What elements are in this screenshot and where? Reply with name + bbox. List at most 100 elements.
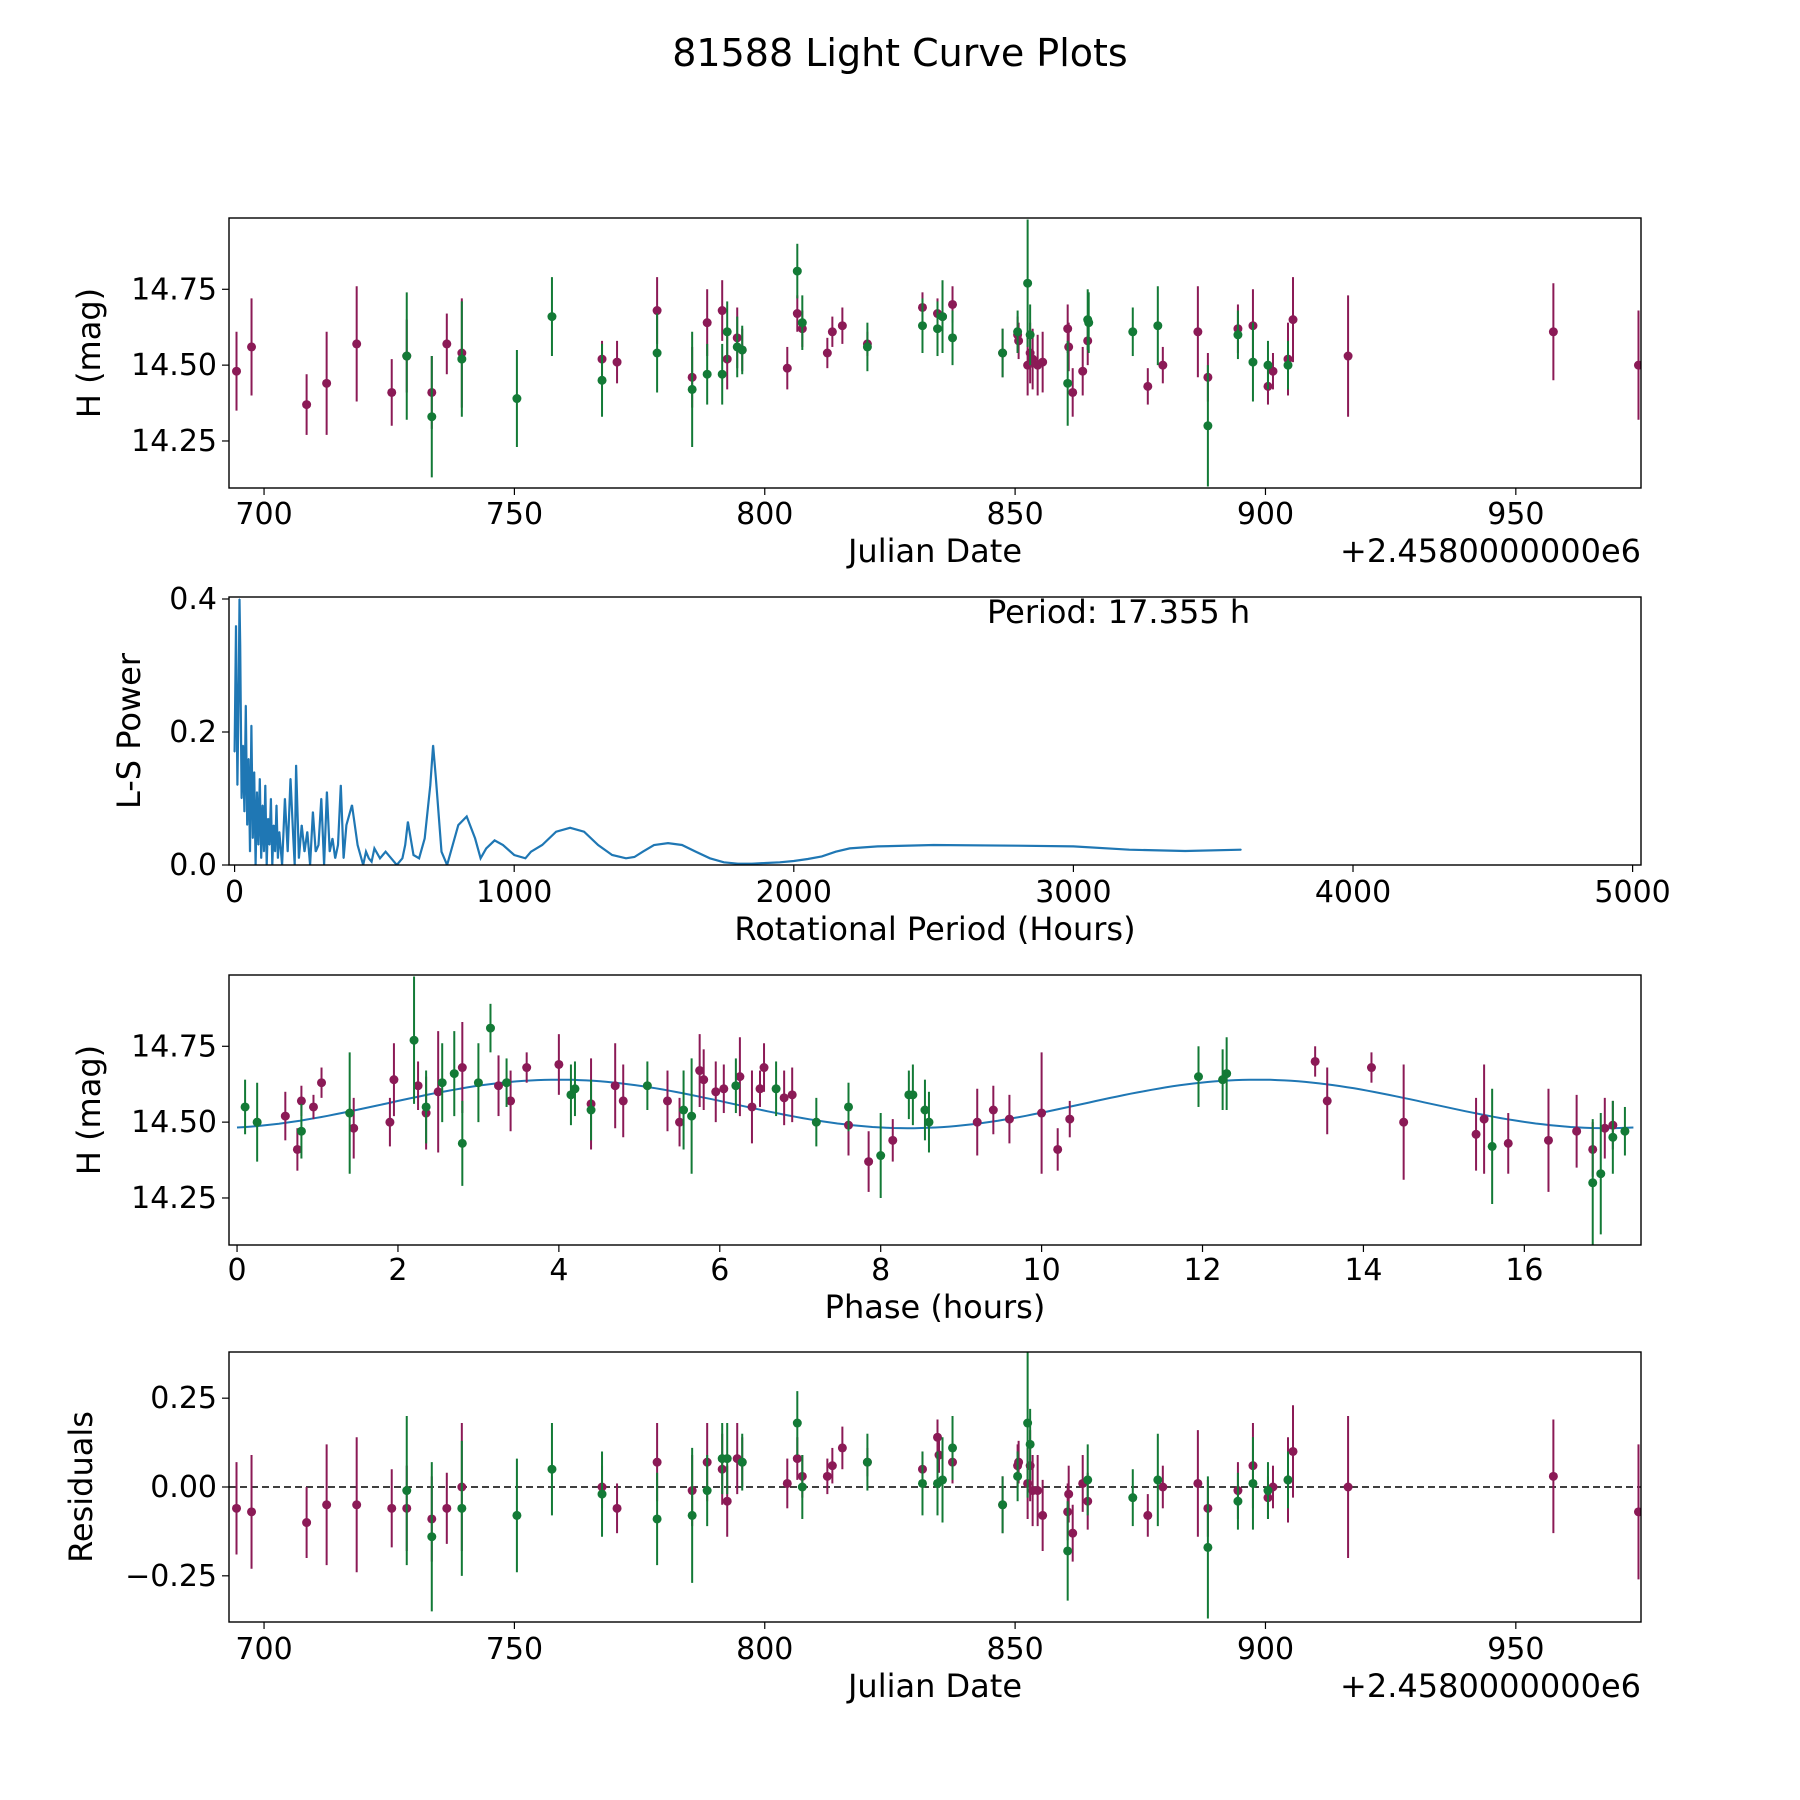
periodogram-point	[1240, 849, 1242, 851]
periodogram-point	[373, 847, 375, 849]
x-axis-label: Rotational Period (Hours)	[734, 910, 1135, 948]
light-curve-panel: 700 750 800 850 900 950 14.25 14.50 14.75 Julian …	[70, 217, 1642, 570]
periodogram-point	[555, 831, 557, 833]
data-point	[1063, 378, 1073, 388]
data-point	[232, 1503, 242, 1513]
data-point	[1053, 1144, 1063, 1154]
data-point	[252, 1117, 262, 1127]
periodogram-point	[1576, 0, 1577, 1]
data-point	[1572, 1126, 1582, 1136]
y-tick-label: 0.2	[169, 715, 217, 750]
periodogram-point	[569, 827, 571, 829]
periodogram-point	[368, 857, 370, 859]
data-point	[413, 1081, 423, 1091]
periodogram-point	[849, 847, 851, 849]
data-point	[1193, 1072, 1203, 1082]
data-point	[779, 1093, 789, 1103]
periodogram-point	[277, 857, 279, 859]
data-point	[1038, 357, 1048, 367]
data-point	[652, 1514, 662, 1524]
periodogram-point	[259, 777, 261, 780]
data-point	[433, 1087, 443, 1097]
folded-light-curve-panel: 0 2 4 6 8 10 12 14 16 14.25 14.50 14.75 Phase (hours…	[70, 974, 1642, 1326]
y-tick-label: 14.50	[131, 348, 217, 383]
data-point	[442, 339, 452, 349]
y-tick-label: 14.25	[131, 424, 217, 459]
data-point	[662, 1096, 672, 1106]
data-point	[731, 1081, 741, 1091]
data-point	[421, 1102, 431, 1112]
data-point	[387, 387, 397, 397]
x-tick-label: 850	[986, 497, 1043, 532]
data-point	[1153, 1475, 1163, 1485]
periodogram-point	[249, 851, 251, 853]
data-point	[618, 1096, 628, 1106]
data-point	[1343, 1482, 1353, 1492]
data-point	[449, 1069, 459, 1079]
model-curve	[236, 1078, 1634, 1130]
figure-title: 81588 Light Curve Plots	[672, 31, 1127, 75]
data-point	[792, 1418, 802, 1428]
x-tick-label: 800	[736, 497, 793, 532]
data-point	[1283, 1475, 1293, 1485]
data-point	[797, 318, 807, 328]
periodogram-point	[541, 844, 543, 846]
data-point	[240, 1102, 250, 1112]
x-tick-label: 850	[986, 1632, 1043, 1667]
data-point	[387, 1503, 397, 1513]
data-point	[1068, 1528, 1078, 1538]
x-tick-label: 10	[1023, 1253, 1061, 1288]
data-point	[1063, 1546, 1073, 1556]
data-point	[1013, 327, 1023, 337]
periodogram-point	[331, 837, 334, 839]
data-point	[924, 1117, 934, 1127]
periodogram-point	[597, 844, 599, 846]
periodogram-point	[239, 644, 241, 647]
data-point	[876, 1151, 886, 1161]
periodogram-point	[252, 837, 254, 839]
data-point	[349, 1123, 359, 1133]
plot-area	[232, 219, 1641, 487]
data-point	[1203, 1542, 1213, 1552]
periodogram-point	[432, 744, 434, 746]
data-point	[302, 400, 312, 410]
data-point	[385, 1117, 395, 1127]
periodogram-point	[261, 804, 264, 806]
data-point	[547, 1464, 557, 1474]
periodogram-point	[267, 817, 269, 820]
x-tick-label: 800	[736, 1632, 793, 1667]
data-point	[1025, 1439, 1035, 1449]
data-point	[610, 1081, 620, 1091]
data-point	[1366, 1063, 1376, 1073]
periodogram-point	[268, 844, 271, 846]
periodogram-point	[452, 844, 454, 846]
periodogram-point	[245, 704, 247, 706]
periodogram-point	[289, 777, 292, 780]
plot-area	[229, 1352, 1641, 1619]
data-point	[679, 1105, 689, 1115]
data-point	[652, 1457, 662, 1467]
data-point	[232, 366, 242, 376]
periodogram-point	[238, 678, 240, 680]
x-tick-label: 0	[225, 875, 244, 910]
axes-frame	[228, 217, 1642, 489]
periodogram-point	[1016, 845, 1019, 847]
data-point	[1263, 1486, 1273, 1496]
data-point	[586, 1105, 596, 1115]
periodogram-point	[821, 855, 823, 857]
y-tick-label: 0.00	[150, 1470, 217, 1505]
data-point	[1399, 1117, 1409, 1127]
periodogram-point	[709, 857, 711, 859]
data-point	[512, 1510, 522, 1520]
periodogram-point	[407, 821, 409, 823]
data-point	[1222, 1069, 1232, 1079]
data-point	[409, 1035, 419, 1045]
data-point	[782, 363, 792, 373]
data-point	[1004, 1114, 1014, 1124]
periodogram-point	[1296, 0, 1297, 1]
data-point	[1322, 1096, 1332, 1106]
data-point	[1037, 1108, 1047, 1118]
data-point	[687, 1111, 697, 1121]
periodogram-point	[334, 857, 336, 859]
x-tick-label: 750	[486, 1632, 543, 1667]
